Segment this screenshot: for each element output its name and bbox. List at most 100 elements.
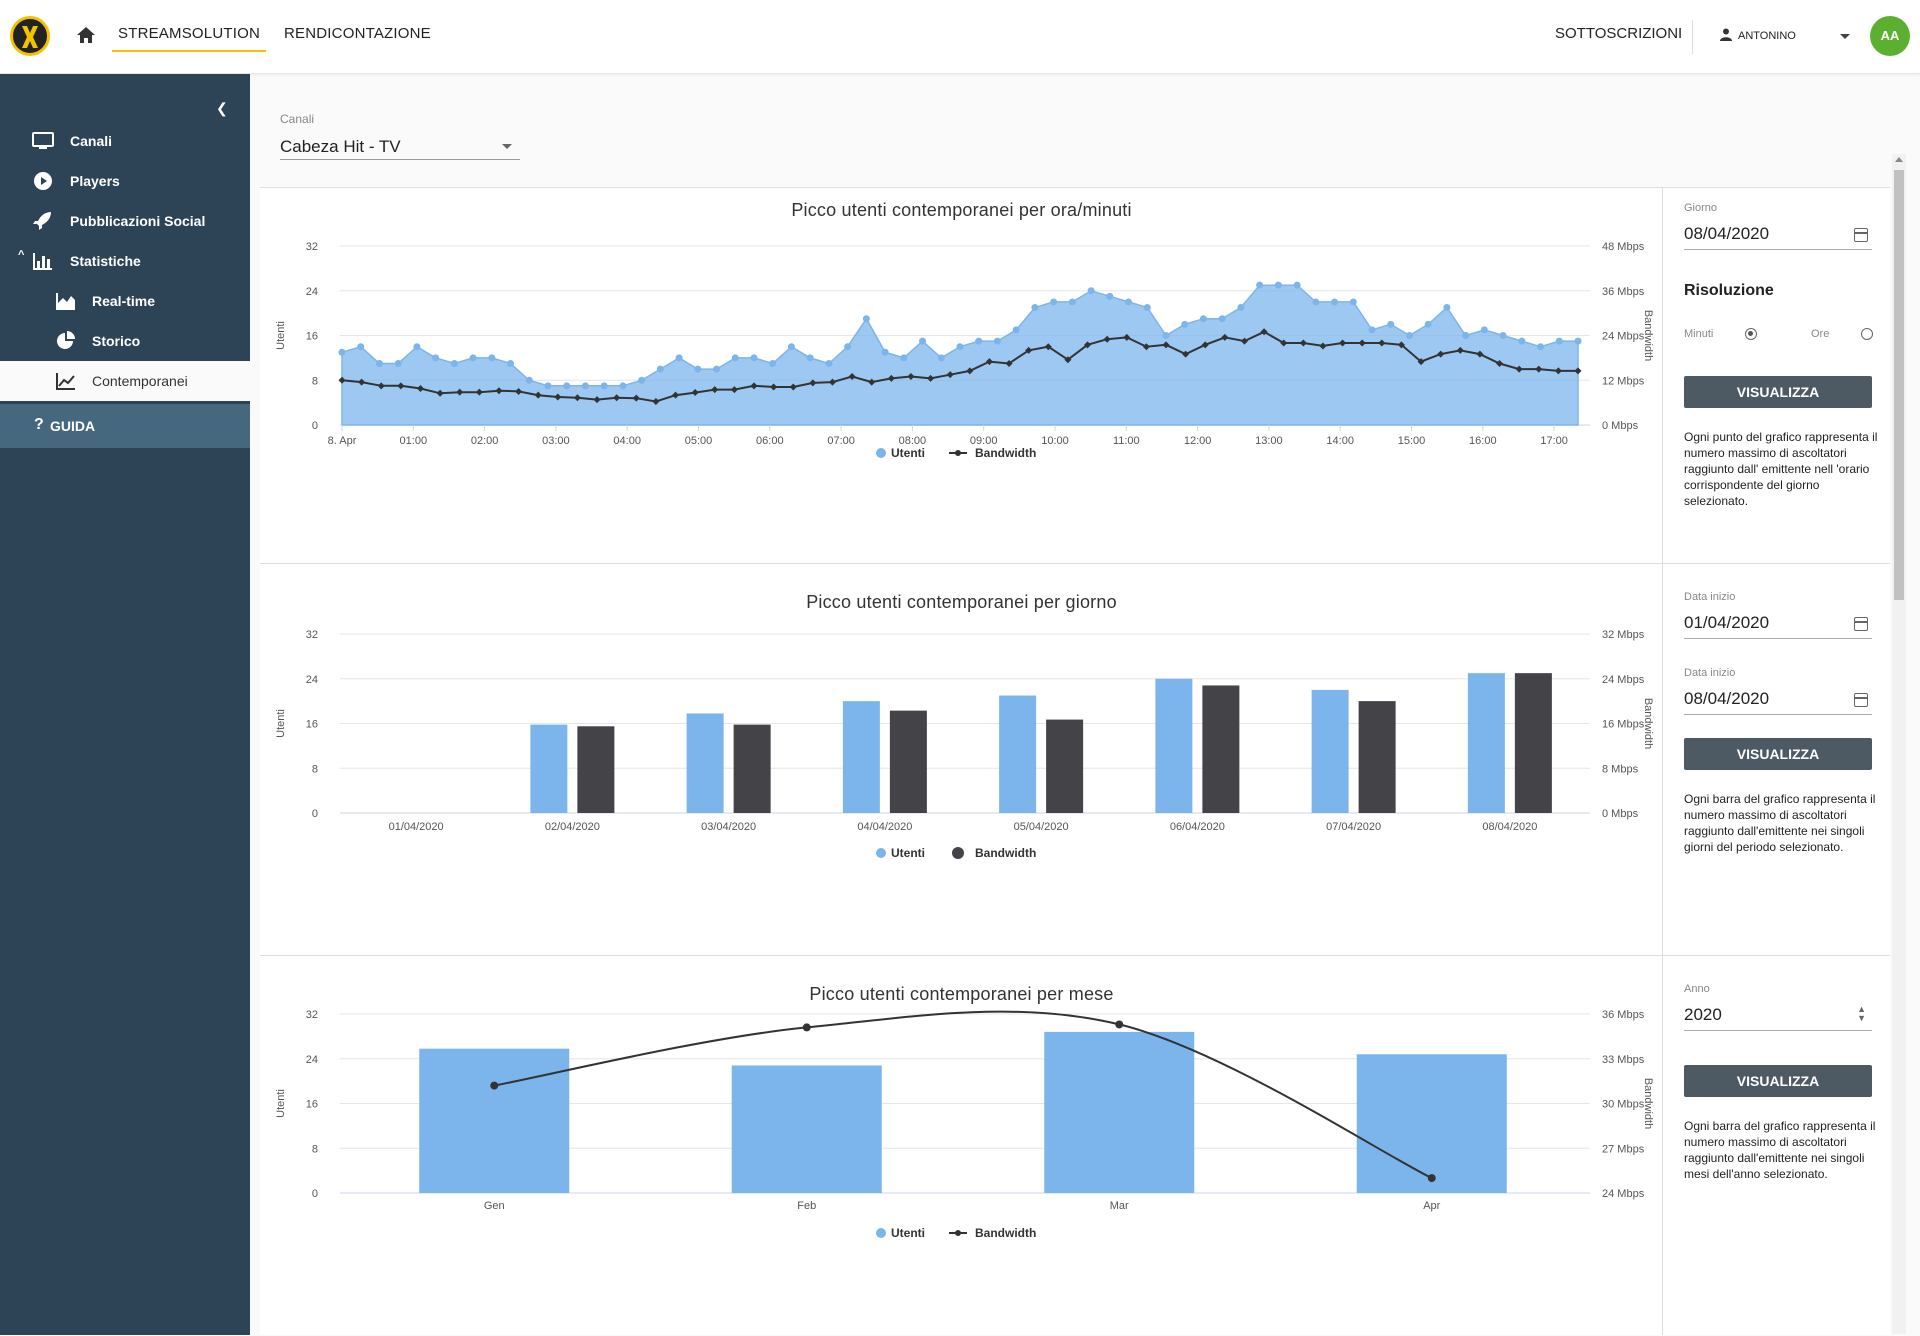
sidebar-item-real-time[interactable]: Real-time: [0, 281, 250, 321]
calendar-icon[interactable]: [1854, 228, 1868, 242]
tab-rendicontazione[interactable]: RENDICONTAZIONE: [284, 25, 431, 42]
utenti-point: [394, 359, 402, 367]
bandwidth-point: [1084, 341, 1092, 349]
x-tick-label: 14:00: [1326, 435, 1354, 447]
utenti-point: [1087, 287, 1095, 295]
home-icon[interactable]: [76, 26, 96, 44]
sidebar-item-statistiche[interactable]: ^ Statistiche: [0, 241, 250, 281]
utenti-bar: [1467, 673, 1505, 813]
line-chart-icon: [56, 373, 75, 390]
utenti-point: [713, 365, 721, 373]
end-date-input[interactable]: 08/04/2020: [1684, 683, 1872, 715]
utenti-point: [1312, 298, 1320, 306]
collapse-sidebar-icon[interactable]: ❮: [216, 100, 228, 116]
calendar-icon[interactable]: [1854, 693, 1868, 707]
x-tick-label: 13:00: [1255, 435, 1283, 447]
y2-tick-label: 48 Mbps: [1602, 241, 1645, 253]
utenti-point: [1518, 337, 1526, 345]
sidebar-item-label: Players: [70, 173, 120, 189]
bandwidth-point: [490, 1081, 499, 1090]
x-tick-label: 09:00: [970, 435, 998, 447]
bar-chart-icon: [33, 253, 52, 270]
bandwidth-point: [1103, 335, 1111, 343]
calendar-icon[interactable]: [1854, 617, 1868, 631]
scrollbar[interactable]: [1892, 154, 1906, 1334]
y2-axis-title: Bandwidth: [1642, 1078, 1654, 1129]
bandwidth-point: [475, 388, 483, 396]
spinner-icon[interactable]: ▲ ▼: [1857, 1004, 1866, 1023]
help-icon: ?: [34, 416, 44, 433]
y-tick-label: 16: [306, 1099, 318, 1111]
channel-select[interactable]: Cabeza Hit - TV: [280, 130, 520, 160]
utenti-point: [656, 365, 664, 373]
utenti-point: [469, 354, 477, 362]
x-tick-label: 06:00: [756, 435, 784, 447]
sidebar-item-pubblicazioni-social[interactable]: Pubblicazioni Social: [0, 201, 250, 241]
monthly-panel: Picco utenti contemporanei per mese 0 24 …: [260, 955, 1890, 1335]
start-date-input[interactable]: 01/04/2020: [1684, 607, 1872, 639]
chevron-down-icon[interactable]: [1840, 34, 1850, 39]
x-tick-label: 08/04/2020: [1482, 821, 1537, 833]
sidebar-item-players[interactable]: Players: [0, 161, 250, 201]
legend-label-utenti: Utenti: [891, 446, 925, 460]
y2-tick-label: 12 Mbps: [1602, 375, 1645, 387]
visualizza-button[interactable]: VISUALIZZA: [1684, 376, 1872, 408]
utenti-point: [1012, 326, 1020, 334]
visualizza-button[interactable]: VISUALIZZA: [1684, 1065, 1872, 1097]
sidebar-item-guida[interactable]: ? GUIDA: [0, 404, 250, 448]
utenti-point: [1181, 320, 1189, 328]
utenti-point: [1199, 315, 1207, 323]
utenti-point: [1068, 298, 1076, 306]
utenti-point: [525, 376, 533, 384]
date-input[interactable]: 08/04/2020: [1684, 218, 1872, 250]
utenti-point: [1293, 281, 1301, 289]
monitor-icon: [32, 132, 54, 149]
y-tick-label: 8: [312, 763, 318, 775]
app-logo[interactable]: [10, 16, 50, 56]
y-tick-label: 24: [306, 674, 318, 686]
tab-streamsolution[interactable]: STREAMSOLUTION: [118, 25, 260, 42]
legend-label-bandwidth: Bandwidth: [975, 1226, 1036, 1240]
bandwidth-point: [1299, 339, 1307, 347]
visualizza-button[interactable]: VISUALIZZA: [1684, 738, 1872, 770]
bandwidth-point: [985, 358, 993, 366]
bandwidth-point: [338, 376, 346, 384]
utenti-point: [1237, 304, 1245, 312]
start-date-label: Data inizio: [1684, 591, 1736, 603]
chevron-down-icon: [502, 144, 512, 149]
utenti-point: [1256, 281, 1264, 289]
x-tick-label: 04:00: [613, 435, 641, 447]
bandwidth-point: [1221, 333, 1229, 341]
subscriptions-link[interactable]: SOTTOSCRIZIONI: [1555, 25, 1683, 42]
chart-title: Picco utenti contemporanei per giorno: [806, 592, 1117, 612]
y-tick-label: 8: [312, 1143, 318, 1155]
radio-minuti[interactable]: [1745, 328, 1757, 340]
scroll-up-icon[interactable]: [1895, 157, 1903, 162]
x-tick-label: 07:00: [827, 435, 855, 447]
scrollbar-thumb[interactable]: [1894, 170, 1904, 600]
user-name[interactable]: ANTONINO: [1738, 30, 1796, 42]
year-input[interactable]: 2020 ▲ ▼: [1684, 999, 1872, 1031]
utenti-point: [975, 337, 983, 345]
x-tick-label: 15:00: [1398, 435, 1426, 447]
bandwidth-point: [887, 374, 895, 382]
y2-tick-label: 24 Mbps: [1602, 331, 1645, 343]
hourly-chart: 0 0 Mbps 8 12 Mbps 16 24 Mbps 24 36 Mbps 32 48 Mb…: [275, 241, 1654, 460]
legend-marker-utenti: [876, 1228, 886, 1238]
sidebar-item-canali[interactable]: Canali: [0, 121, 250, 161]
utenti-point: [357, 343, 365, 351]
end-date-value: 08/04/2020: [1684, 689, 1770, 708]
utenti-point: [1368, 326, 1376, 334]
x-tick-label: Apr: [1423, 1200, 1440, 1212]
bandwidth-point: [1240, 337, 1248, 345]
bandwidth-point: [632, 394, 640, 402]
bandwidth-point: [1496, 359, 1504, 367]
utenti-bar: [530, 724, 568, 813]
sidebar-item-storico[interactable]: Storico: [0, 321, 250, 361]
utenti-point: [1462, 332, 1470, 339]
y2-tick-label: 8 Mbps: [1602, 763, 1639, 775]
avatar[interactable]: AA: [1870, 16, 1910, 56]
sidebar-item-contemporanei[interactable]: Contemporanei: [0, 361, 250, 401]
radio-ore[interactable]: [1861, 328, 1873, 340]
